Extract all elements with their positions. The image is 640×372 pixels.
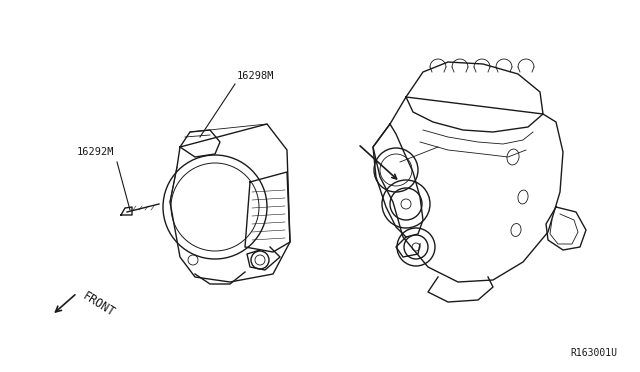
Text: 16292M: 16292M	[77, 147, 115, 157]
Text: R163001U: R163001U	[570, 348, 617, 358]
Text: FRONT: FRONT	[80, 290, 117, 320]
Text: 16298M: 16298M	[237, 71, 275, 81]
